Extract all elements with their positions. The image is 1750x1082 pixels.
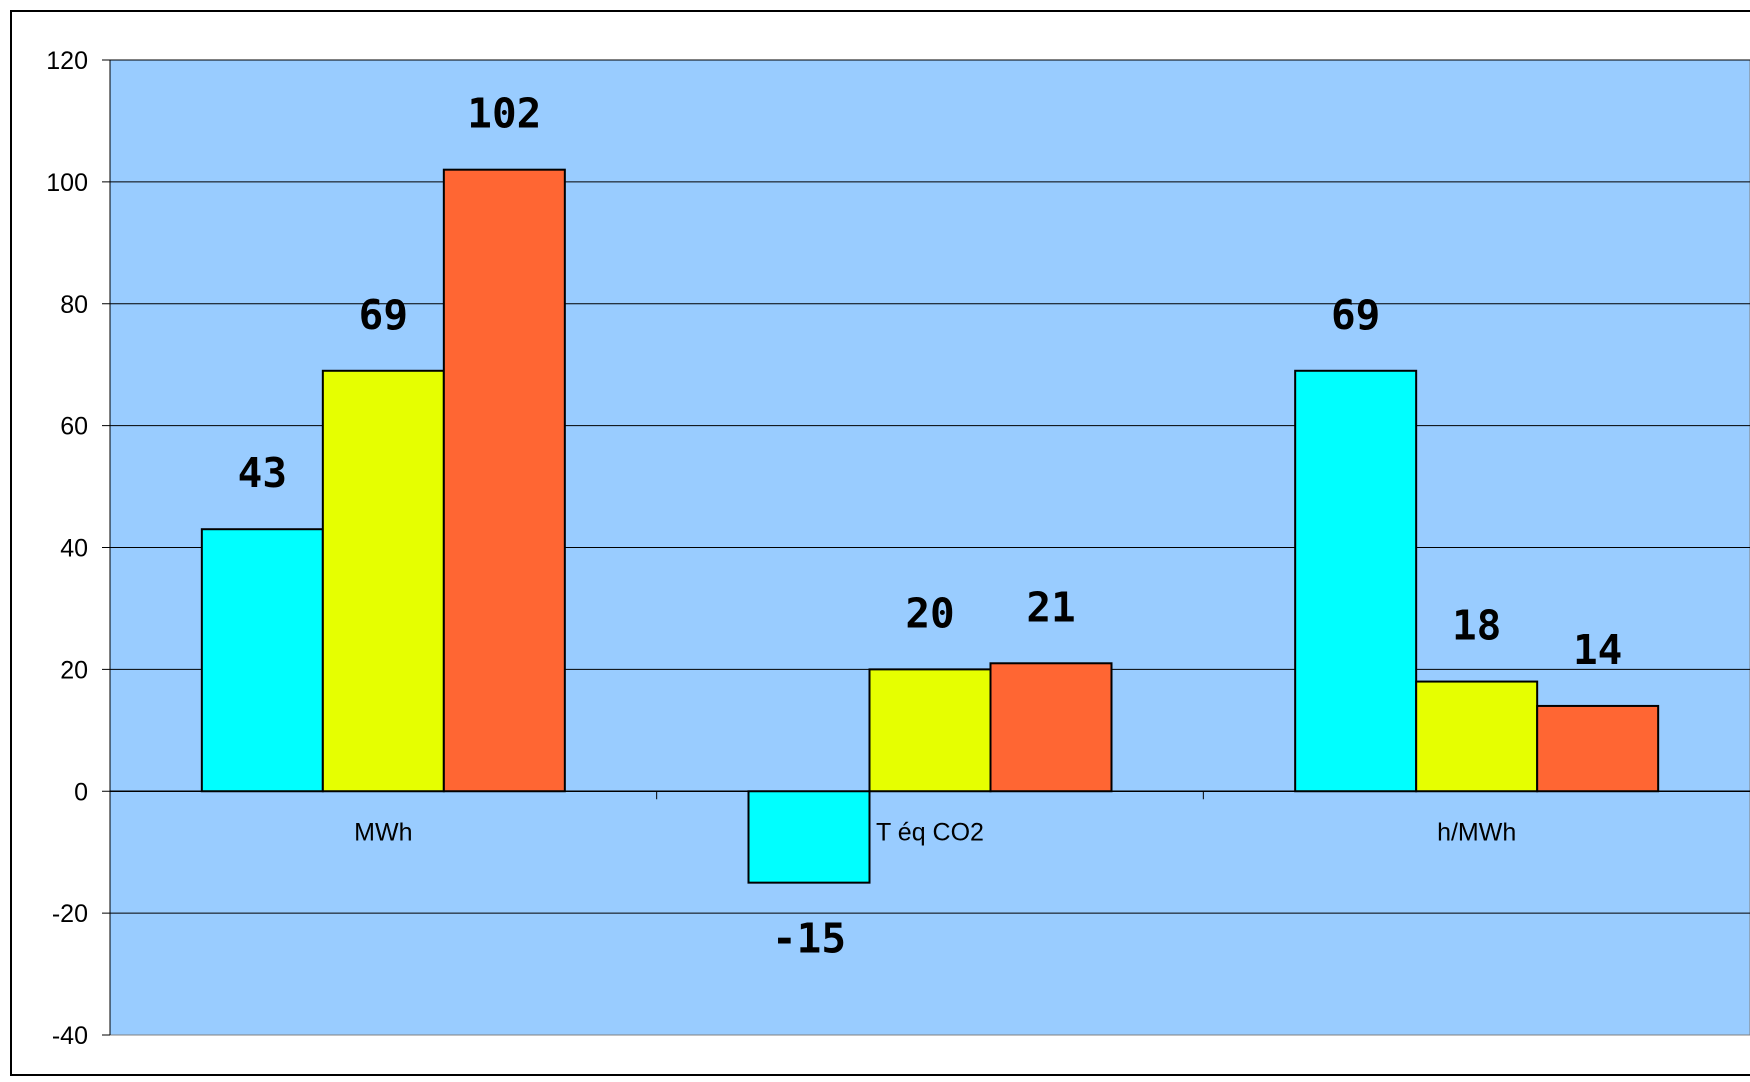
- bar: [200, 528, 324, 793]
- data-label: 102: [467, 90, 541, 138]
- bar: [868, 668, 992, 793]
- x-category-label: h/MWh: [1437, 818, 1516, 846]
- bars: [200, 168, 1660, 884]
- data-label: 21: [1026, 583, 1075, 631]
- data-label: 14: [1573, 626, 1622, 674]
- y-tick-label: 40: [60, 535, 88, 563]
- y-tick-label: -20: [52, 900, 88, 928]
- bar: [442, 168, 566, 793]
- bar: [321, 369, 445, 793]
- bar: [1536, 704, 1660, 793]
- y-tick-label: 100: [46, 169, 88, 197]
- bar: [1415, 680, 1539, 793]
- data-labels: MWh T éq CO2 h/MWh 43 69 102 -15 20 21 69 18 14: [238, 90, 1623, 963]
- bar: [1294, 369, 1418, 793]
- axes: 120 100 80 60 40 20 0 -20 -40: [46, 47, 1750, 1050]
- bar: [747, 790, 871, 884]
- x-category-label: T éq CO2: [876, 818, 984, 846]
- data-label: 43: [238, 449, 287, 497]
- y-tick-label: 120: [46, 47, 88, 75]
- data-label: -15: [772, 915, 846, 963]
- y-tick-label: 0: [74, 778, 88, 806]
- y-tick-label: -40: [52, 1022, 88, 1050]
- bar: [989, 662, 1113, 793]
- data-label: 18: [1452, 602, 1501, 650]
- y-tick-label: 80: [60, 291, 88, 319]
- y-tick-label: 20: [60, 656, 88, 684]
- x-category-label: MWh: [354, 818, 412, 846]
- data-label: 69: [1331, 291, 1380, 339]
- data-label: 69: [359, 291, 408, 339]
- y-tick-label: 60: [60, 413, 88, 441]
- data-label: 20: [905, 589, 954, 637]
